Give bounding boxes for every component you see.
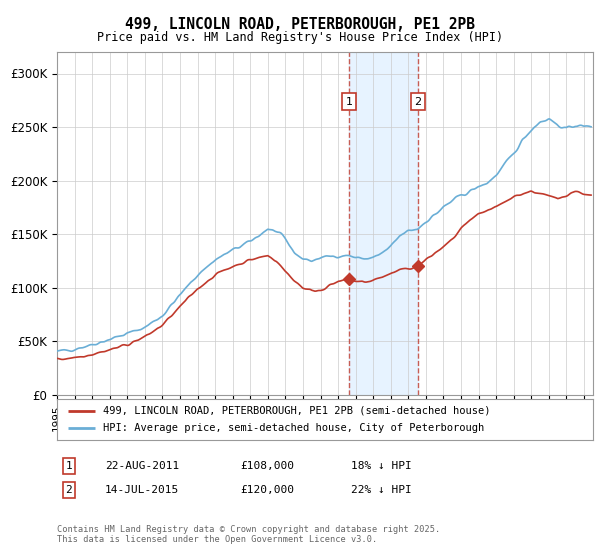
Text: £120,000: £120,000 xyxy=(240,485,294,495)
Text: 14-JUL-2015: 14-JUL-2015 xyxy=(105,485,179,495)
Text: 2: 2 xyxy=(414,97,421,107)
Text: 499, LINCOLN ROAD, PETERBOROUGH, PE1 2PB: 499, LINCOLN ROAD, PETERBOROUGH, PE1 2PB xyxy=(125,17,475,32)
Text: 22-AUG-2011: 22-AUG-2011 xyxy=(105,461,179,471)
Text: 499, LINCOLN ROAD, PETERBOROUGH, PE1 2PB (semi-detached house): 499, LINCOLN ROAD, PETERBOROUGH, PE1 2PB… xyxy=(103,405,490,416)
Text: Price paid vs. HM Land Registry's House Price Index (HPI): Price paid vs. HM Land Registry's House … xyxy=(97,31,503,44)
Text: 2: 2 xyxy=(65,485,73,495)
Text: 18% ↓ HPI: 18% ↓ HPI xyxy=(351,461,412,471)
Text: HPI: Average price, semi-detached house, City of Peterborough: HPI: Average price, semi-detached house,… xyxy=(103,423,484,433)
Text: 22% ↓ HPI: 22% ↓ HPI xyxy=(351,485,412,495)
Bar xyxy=(349,52,418,395)
Text: 1: 1 xyxy=(65,461,73,471)
Text: Contains HM Land Registry data © Crown copyright and database right 2025.
This d: Contains HM Land Registry data © Crown c… xyxy=(57,525,440,544)
Text: £108,000: £108,000 xyxy=(240,461,294,471)
Text: 1: 1 xyxy=(346,97,353,107)
